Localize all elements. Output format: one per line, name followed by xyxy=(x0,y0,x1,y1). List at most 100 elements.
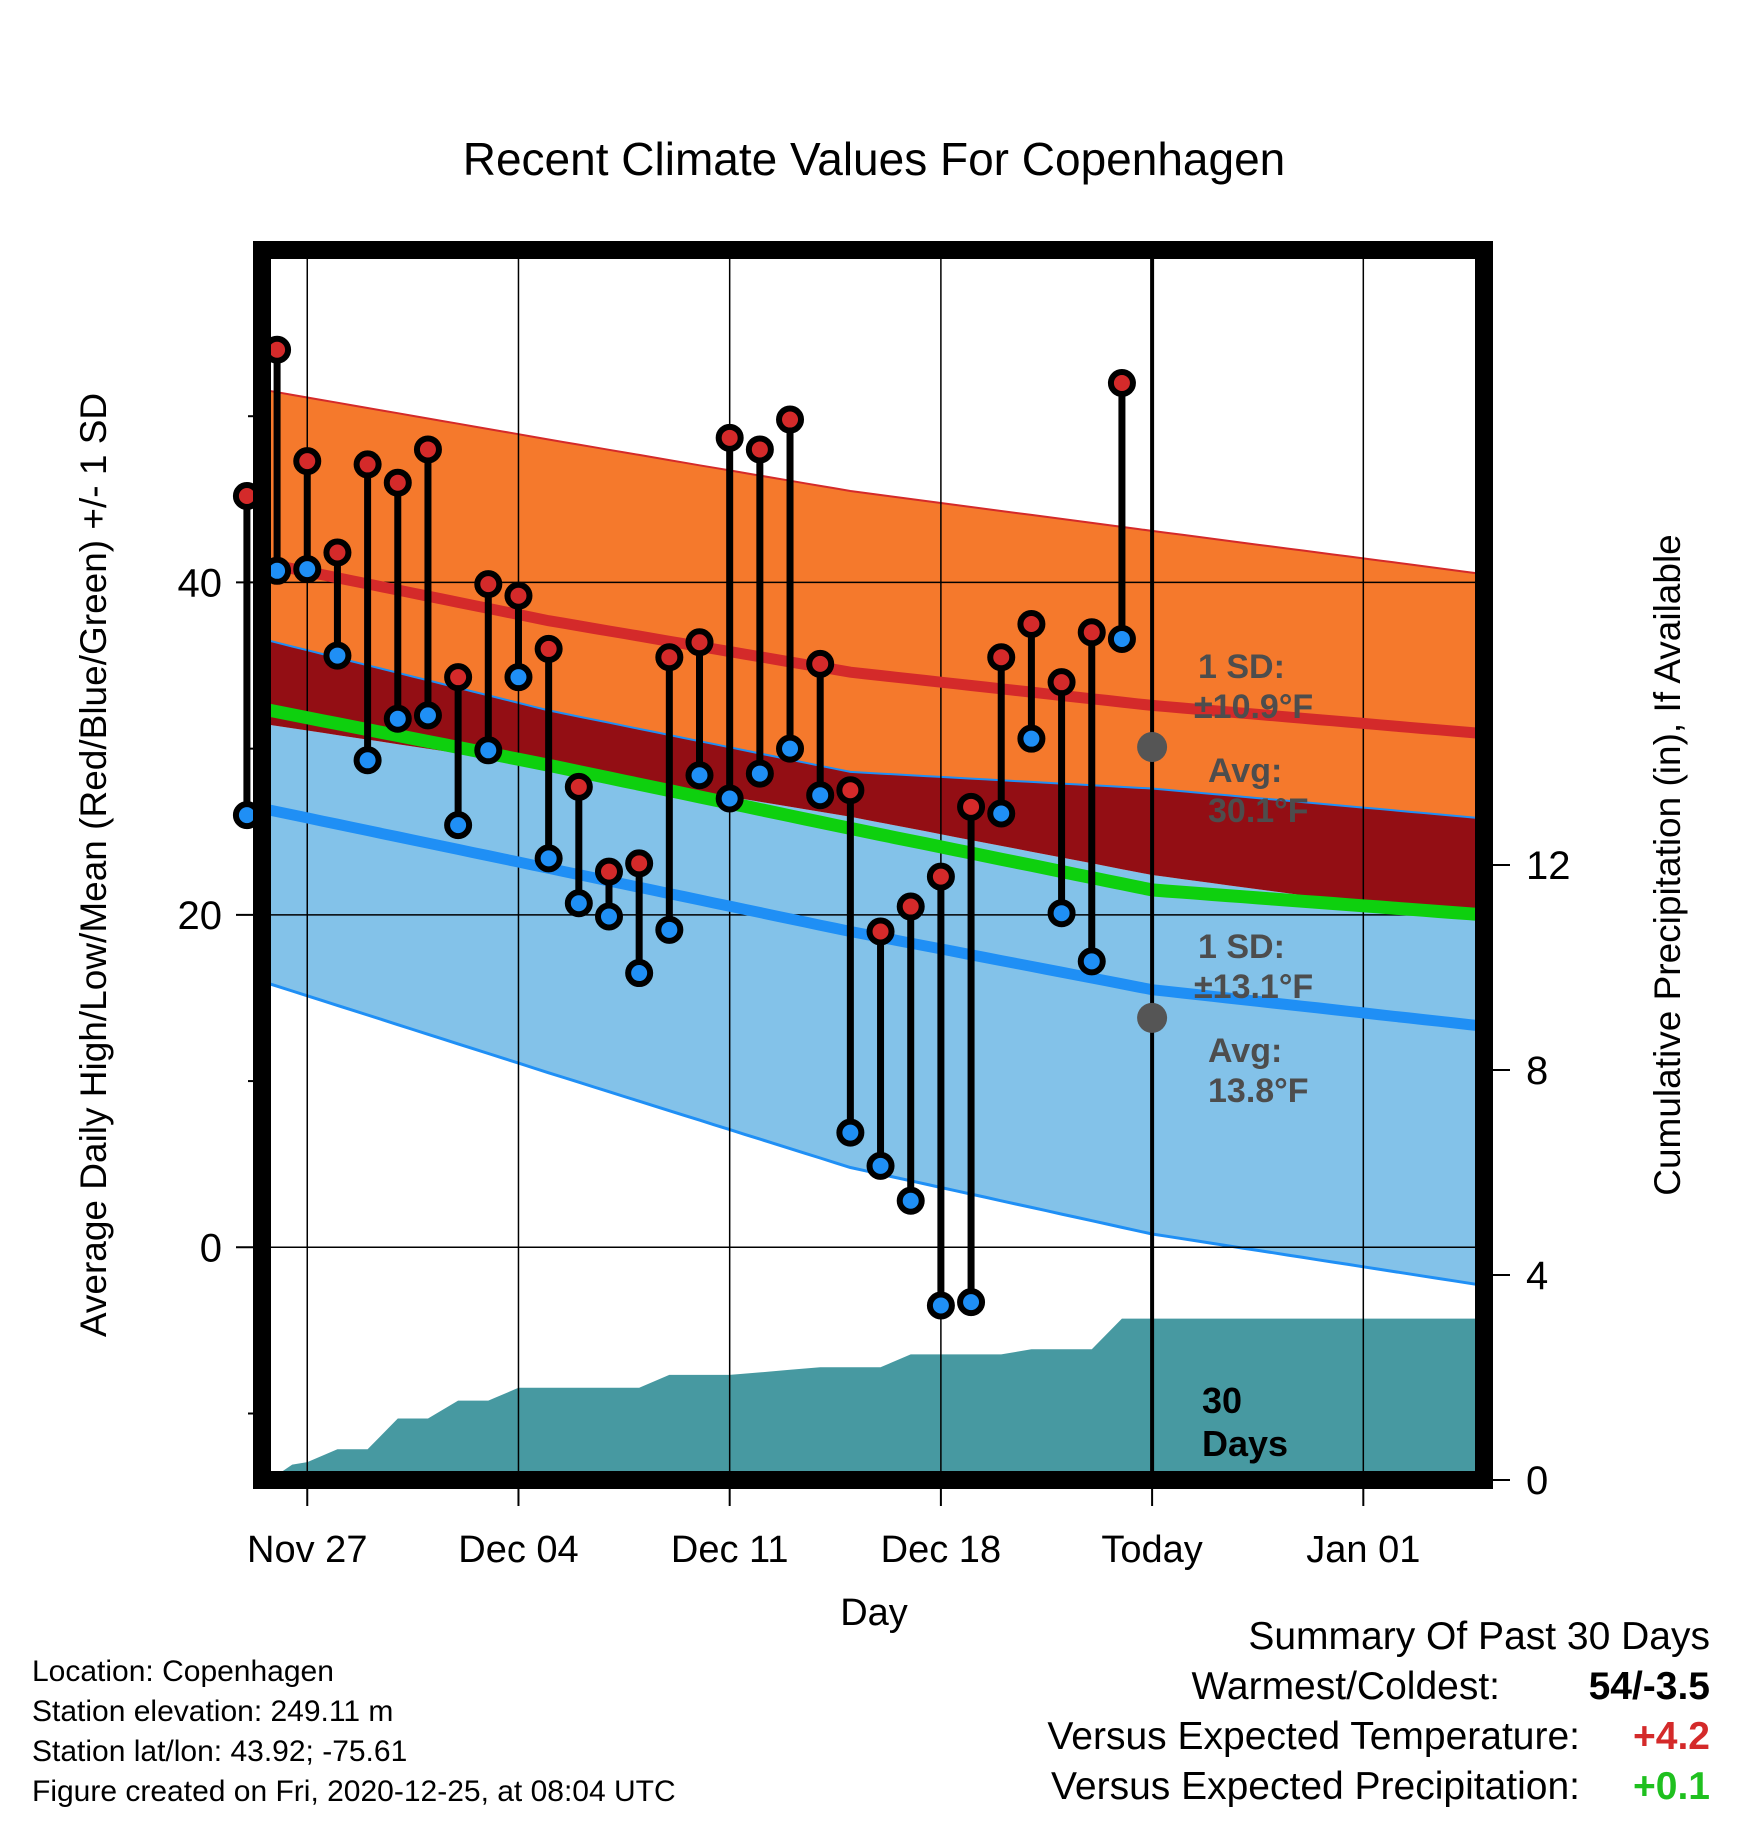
daily-high-point xyxy=(987,643,1016,672)
normal-mean-line xyxy=(262,702,1484,922)
daily-high-point xyxy=(504,581,533,610)
summary-label: Versus Expected Precipitation: xyxy=(1051,1765,1580,1808)
daily-high-point xyxy=(957,792,986,821)
created-text: Figure created on Fri, 2020-12-25, at 08… xyxy=(32,1775,676,1808)
daily-low-point xyxy=(987,799,1016,828)
daily-high-point xyxy=(715,423,744,452)
x-axis-label: Day xyxy=(840,1592,908,1634)
daily-high-point xyxy=(685,628,714,657)
daily-low-point xyxy=(926,1291,955,1320)
daily-high-point xyxy=(926,862,955,891)
daily-high-point xyxy=(1107,368,1136,397)
daily-low-point xyxy=(655,915,684,944)
chart-title: Recent Climate Values For Copenhagen xyxy=(463,133,1286,185)
right-tick-label: 12 xyxy=(1526,844,1571,888)
x-tick-label: Dec 18 xyxy=(881,1529,1001,1571)
daily-low-point xyxy=(353,746,382,775)
low-avg-value: 13.8°F xyxy=(1208,1072,1309,1110)
high-avg-label: Avg: xyxy=(1208,752,1282,790)
daily-low-point xyxy=(806,781,835,810)
high-sd-value: ±10.9°F xyxy=(1194,688,1313,726)
daily-low-point xyxy=(534,844,563,873)
summary-value-temperature: +4.2 xyxy=(1633,1715,1710,1758)
normal-high-line xyxy=(262,557,1484,740)
daily-high-point xyxy=(745,435,774,464)
summary-row-temperature: Versus Expected Temperature: +4.2 xyxy=(1047,1712,1710,1762)
low-sd-band xyxy=(262,723,1484,1286)
high-avg-marker xyxy=(1137,731,1168,762)
x-tick-label: Dec 04 xyxy=(458,1529,578,1571)
summary-row-extremes: Warmest/Coldest: 54/-3.5 xyxy=(1047,1662,1710,1712)
overlap-band xyxy=(262,638,1484,920)
daily-high-point xyxy=(1047,668,1076,697)
daily-high-point xyxy=(896,892,925,921)
daily-high-point xyxy=(474,570,503,599)
daily-high-point xyxy=(655,643,684,672)
latlon-text: Station lat/lon: 43.92; -75.61 xyxy=(32,1735,408,1768)
y-axis-label-left: Average Daily High/Low/Mean (Red/Blue/Gr… xyxy=(73,393,114,1337)
daily-low-point xyxy=(594,902,623,931)
daily-high-point xyxy=(353,450,382,479)
daily-low-point xyxy=(564,889,593,918)
summary-value-extremes: 54/-3.5 xyxy=(1588,1665,1710,1708)
x-tick-label: Jan 01 xyxy=(1306,1529,1420,1571)
daily-low-point xyxy=(896,1186,925,1215)
summary-label: Warmest/Coldest: xyxy=(1191,1665,1500,1708)
summary-panel: Summary Of Past 30 Days Warmest/Coldest:… xyxy=(1047,1612,1710,1812)
daily-high-point xyxy=(293,447,322,476)
x-tick-label: Dec 11 xyxy=(671,1529,789,1571)
daily-low-point xyxy=(715,784,744,813)
daily-high-point xyxy=(594,857,623,886)
high-lower-edge xyxy=(262,637,1484,820)
summary-row-precipitation: Versus Expected Precipitation: +0.1 xyxy=(1047,1762,1710,1812)
high-upper-edge xyxy=(262,388,1484,576)
daily-low-point xyxy=(625,959,654,988)
daily-high-point xyxy=(1017,609,1046,638)
low-sd-value: ±13.1°F xyxy=(1194,968,1313,1006)
daily-high-point xyxy=(806,649,835,678)
daily-low-point xyxy=(745,759,774,788)
daily-high-point xyxy=(413,435,442,464)
low-avg-label: Avg: xyxy=(1208,1032,1282,1070)
low-avg-marker xyxy=(1137,1002,1168,1033)
daily-low-point xyxy=(383,704,412,733)
left-tick-label: 40 xyxy=(178,561,223,605)
daily-low-point xyxy=(444,811,473,840)
station-info: Location: Copenhagen Station elevation: … xyxy=(32,1652,676,1812)
x-tick-label: Nov 27 xyxy=(247,1529,367,1571)
daily-low-point xyxy=(293,555,322,584)
daily-high-point xyxy=(564,772,593,801)
summary-label: Versus Expected Temperature: xyxy=(1047,1715,1580,1758)
daily-low-point xyxy=(866,1151,895,1180)
summary-value-precipitation: +0.1 xyxy=(1633,1765,1710,1808)
daily-low-point xyxy=(323,641,352,670)
daily-high-point xyxy=(1077,618,1106,647)
daily-low-point xyxy=(1107,624,1136,653)
location-text: Location: Copenhagen xyxy=(32,1655,334,1688)
summary-title: Summary Of Past 30 Days xyxy=(1248,1615,1710,1658)
x-tick-label: Today xyxy=(1101,1529,1202,1571)
daily-high-point xyxy=(383,468,412,497)
daily-low-point xyxy=(504,663,533,692)
daily-high-point xyxy=(836,776,865,805)
daily-low-point xyxy=(776,734,805,763)
right-tick-label: 4 xyxy=(1526,1254,1548,1298)
daily-low-point xyxy=(1077,947,1106,976)
daily-low-point xyxy=(836,1118,865,1147)
left-tick-label: 0 xyxy=(200,1226,222,1270)
daily-low-point xyxy=(413,701,442,730)
high-sd-label: 1 SD: xyxy=(1198,648,1285,686)
daily-high-point xyxy=(534,634,563,663)
left-tick-label: 20 xyxy=(178,894,223,938)
right-tick-label: 8 xyxy=(1526,1049,1548,1093)
daily-high-point xyxy=(866,917,895,946)
elevation-text: Station elevation: 249.11 m xyxy=(32,1695,394,1728)
high-avg-value: 30.1°F xyxy=(1208,792,1309,830)
daily-low-point xyxy=(685,761,714,790)
daily-low-point xyxy=(1047,899,1076,928)
low-sd-label: 1 SD: xyxy=(1198,928,1285,966)
daily-high-point xyxy=(625,849,654,878)
daily-high-point xyxy=(323,538,352,567)
daily-high-point xyxy=(444,663,473,692)
